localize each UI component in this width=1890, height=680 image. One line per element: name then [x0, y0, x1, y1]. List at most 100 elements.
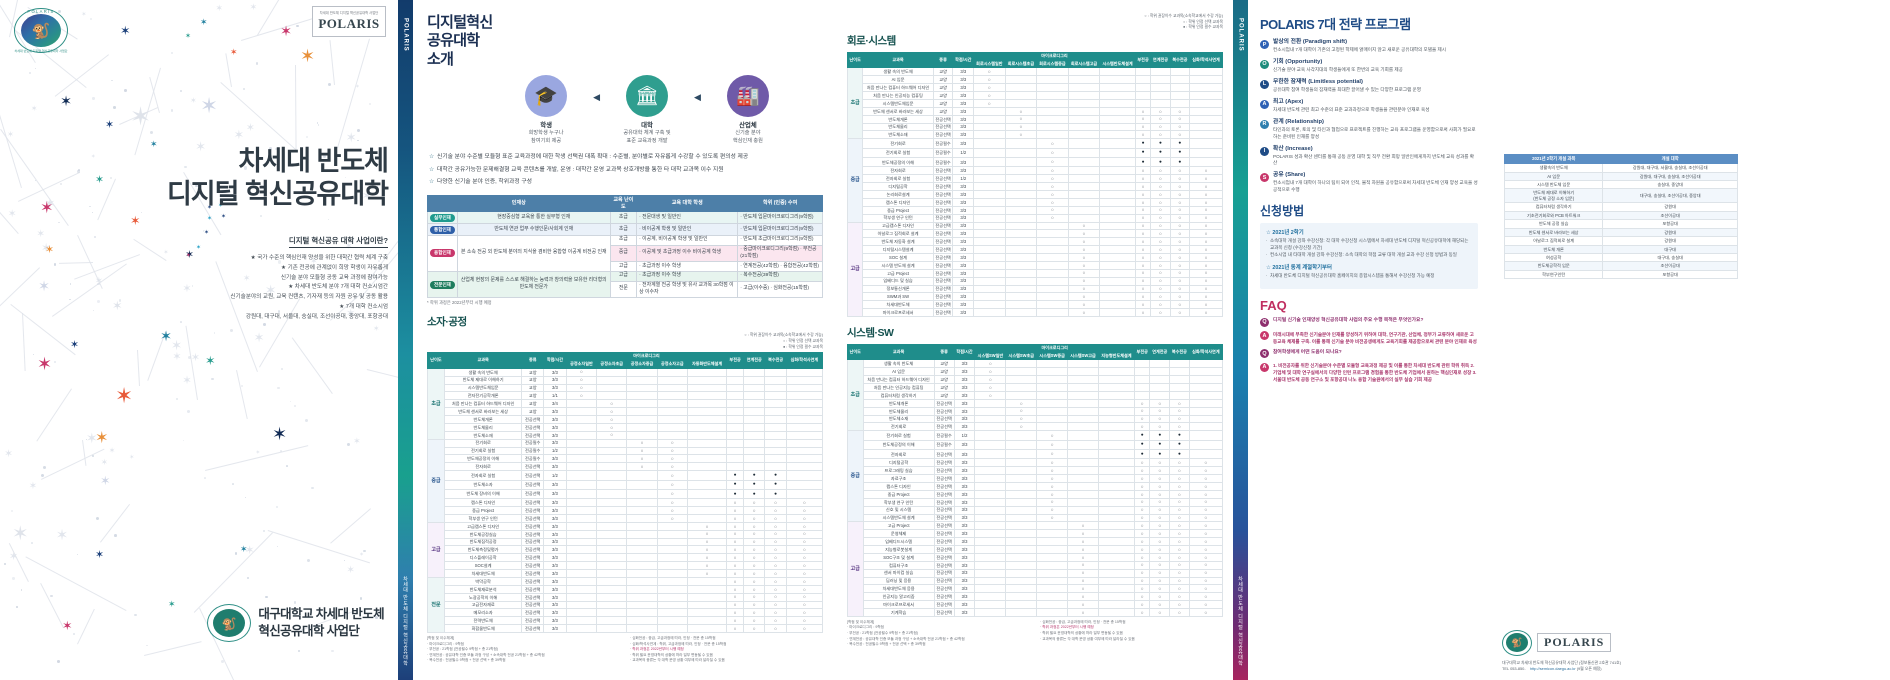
footer-website-link[interactable]: http://semicon.daegu.ac.kr — [1529, 665, 1576, 671]
extra-mark: ○ — [1133, 537, 1151, 547]
course-credit: 3/3 — [953, 458, 976, 468]
spine-left: POLARIS 차세대 반도체 디지털 혁신공유대학 — [398, 0, 413, 680]
table-row: 반도체개론 전공선택 3/3 ○ ○ ○ ○ — [848, 398, 1224, 408]
course-credit: 3/3 — [952, 114, 975, 124]
star-dot — [20, 588, 23, 591]
star-dot — [34, 179, 37, 182]
extra-mark — [726, 391, 745, 401]
md-mark: ○ — [1036, 474, 1069, 484]
course-credit: 3/3 — [543, 479, 567, 490]
course-credit: 3/3 — [952, 237, 975, 247]
polaris-letter-badge: L — [1260, 79, 1269, 89]
course-name: 시스템반도체 설계 — [862, 513, 935, 523]
md-mark — [596, 529, 628, 539]
extra-mark: ○ — [764, 537, 787, 547]
course-name: 반도체재료분석 — [443, 584, 523, 594]
md-mark — [656, 624, 688, 634]
extra-mark: ○ — [785, 537, 824, 547]
course-kind: 전공선택 — [932, 213, 954, 223]
star-dot — [356, 129, 360, 133]
md-mark — [1036, 600, 1069, 610]
extra-mark: ○ — [785, 624, 824, 634]
extra-mark — [1188, 449, 1224, 460]
star-dot — [305, 419, 309, 423]
open-course-name: 컴퓨터처럼 생각하기 — [1503, 202, 1604, 212]
course-credit: 3/3 — [543, 561, 567, 571]
star-accent: ✶ — [60, 94, 73, 110]
star-dot — [77, 170, 80, 173]
footer-wordmark: POLARIS — [1537, 633, 1612, 652]
md-mark — [1067, 83, 1101, 93]
faq-q-badge: Q — [1260, 349, 1269, 359]
extra-mark — [1189, 75, 1223, 85]
md-mark — [1099, 138, 1136, 149]
course-kind: 전공선택 — [933, 545, 955, 554]
footnote-line: · 학위 필요 운영대학의 상황에 따라 일부 변동될 수 있음 — [1040, 631, 1123, 636]
md-mark — [1005, 505, 1038, 515]
star-dot — [247, 577, 250, 580]
extra-mark: ○ — [1150, 268, 1171, 278]
table-row: 처음 만나는 인공지능 컴퓨팅 교양 3/3 ○ — [848, 91, 1223, 100]
table-row: 전자회로 실험 전공선택 1/2 ○ ● ● ● — [428, 470, 824, 481]
course-credit: 3/3 — [543, 506, 567, 515]
md-mark: ○ — [1036, 482, 1069, 491]
course-kind: 전공선택 — [932, 190, 954, 199]
star-dot — [202, 230, 204, 232]
extra-mark — [726, 438, 745, 448]
course-name: 학부생 연구 인턴 — [862, 213, 934, 223]
md-mark — [1004, 138, 1038, 149]
extra-mark: ○ — [1150, 190, 1171, 199]
course-name: 중급 Project — [862, 205, 934, 215]
course-name: 디지털시스템설계 — [862, 245, 934, 255]
curriculum-panel-circuit: ○ : 학위 권장이수 교과목(소속학교에서 수강 가능) ○ : 학위 인정 … — [833, 0, 1233, 680]
extra-mark: ○ — [1149, 422, 1171, 432]
star-dot — [60, 182, 63, 185]
talent-level: 고급 — [609, 261, 638, 273]
star-dot — [344, 176, 346, 178]
md-mark: ○ — [1004, 106, 1038, 116]
course-kind: 전공선택 — [933, 398, 955, 408]
md-mark — [1036, 253, 1069, 262]
star-faint: ✶ — [41, 240, 52, 255]
table-row: 실무인재 현장중심형 교육을 통한 실무형 인재 초급 · 전문대생 및 일반인 · 반… — [427, 211, 823, 225]
md-mark — [1067, 466, 1099, 476]
course-kind: 전공선택 — [521, 415, 545, 424]
course-kind: 전공선택 — [933, 560, 955, 570]
md-mark: ○ — [596, 415, 628, 424]
footnote-line: · 마이크로디그리 : 9학점 — [427, 641, 464, 646]
md-mark — [1067, 513, 1099, 523]
md-mark — [1005, 568, 1038, 578]
md-mark — [1005, 600, 1038, 610]
extra-mark: ○ — [1189, 284, 1223, 294]
faq-item-q-0: Q 디지털 신기술 인재양성 혁신공유대학 사업의 주요 수행 목적은 무엇인가… — [1260, 317, 1478, 327]
polaris-item-desc: 타인과의 토론, 토의 및 타인과 협업으로 프로젝트를 진행하는 교육 프로그… — [1273, 126, 1476, 139]
course-name: 임베디드시스템 — [862, 537, 935, 547]
curriculum-footnotes-0: [학점 및 이수체계] · 마이크로디그리 : 9학점 · 부전공 : 21학점 (… — [427, 636, 823, 664]
table-row: 차세대반도체 전공선택 3/3 ○ ○ ○ ○ ○ — [428, 569, 824, 578]
star-dot — [240, 385, 244, 388]
extra-mark: ○ — [1189, 253, 1223, 262]
md-mark: ○ — [686, 529, 728, 539]
md-mark: ○ — [1036, 505, 1069, 515]
faq-a-badge: A — [1260, 362, 1269, 372]
extra-mark — [1189, 130, 1223, 140]
extra-mark — [764, 462, 787, 472]
footer-logo-group: 🐒 POLARIS — [1502, 629, 1736, 656]
course-kind: 전공선택 — [933, 489, 955, 499]
star-dot — [269, 147, 273, 151]
course-kind: 전공선택 — [521, 592, 545, 602]
md-mark: ○ — [626, 454, 658, 464]
course-credit: 3/3 — [953, 545, 976, 554]
md-mark — [1067, 367, 1099, 377]
faq-item-a-3: A 1. 비전공자를 위한 신기술분야 수준별 모듈형 교육과정 제공 및 이를… — [1260, 362, 1478, 383]
open-course-univs: 대구대, 숭실대 — [1602, 253, 1738, 263]
course-name: 반도체 장비의 이해 — [443, 488, 523, 500]
md-mark — [656, 399, 688, 409]
course-name: 반도체집적공정 — [443, 537, 523, 547]
ursa-minor-star: ✶ — [186, 253, 192, 259]
extra-mark — [726, 430, 745, 440]
extra-mark: ○ — [743, 506, 766, 515]
md-mark: ○ — [1067, 276, 1101, 286]
md-mark: ○ — [686, 569, 728, 578]
course-name: 반도체물리 — [862, 406, 935, 416]
